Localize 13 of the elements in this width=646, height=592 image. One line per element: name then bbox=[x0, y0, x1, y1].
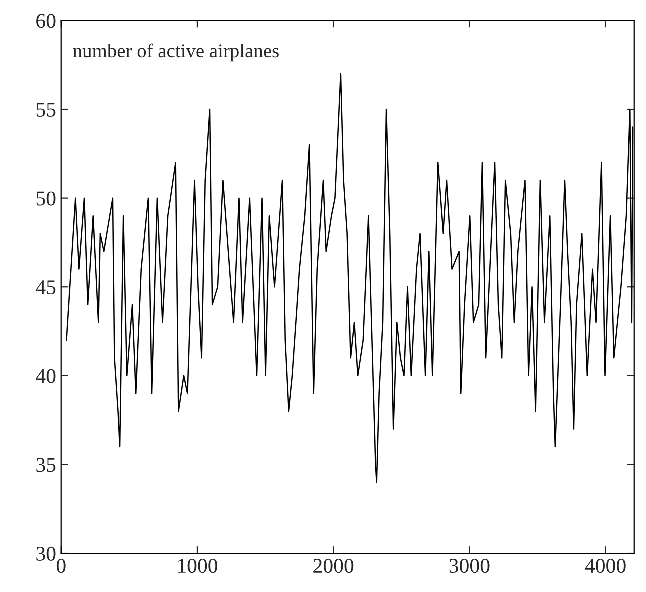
y-tick-label: 55 bbox=[36, 103, 56, 117]
y-tick-label: 40 bbox=[36, 369, 56, 384]
x-tick-label: 0 bbox=[56, 558, 66, 574]
x-tick-label: 1000 bbox=[178, 558, 218, 574]
y-tick-label: 30 bbox=[36, 546, 56, 561]
y-tick-label: 35 bbox=[36, 458, 56, 472]
annotation: number of active airplanes bbox=[73, 44, 279, 62]
x-tick-label: 4000 bbox=[585, 558, 626, 574]
x-tick-label: 2000 bbox=[314, 558, 354, 574]
y-tick-label: 45 bbox=[36, 280, 56, 295]
y-tick-label: 60 bbox=[36, 14, 56, 28]
x-tick-label: 3000 bbox=[450, 558, 490, 574]
y-tick-label: 50 bbox=[36, 192, 56, 206]
